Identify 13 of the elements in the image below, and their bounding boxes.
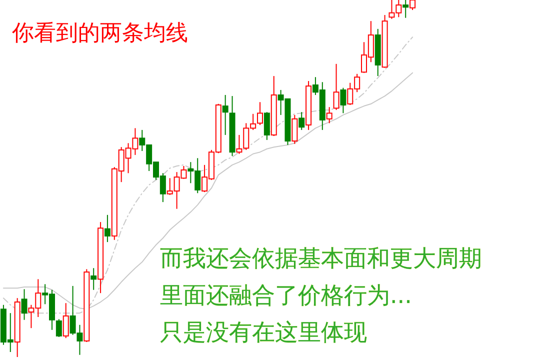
annotation: 只是没有在这里体现	[160, 320, 367, 346]
candlestick	[222, 94, 228, 136]
candlestick	[104, 214, 110, 243]
candlestick	[90, 268, 97, 290]
candlestick	[306, 80, 312, 130]
annotation: 而我还会依据基本面和更大周期	[160, 246, 482, 272]
annotation: 里面还融合了价格行为...	[160, 283, 412, 309]
candlestick	[374, 28, 381, 77]
text: 你看到的两条均线	[11, 21, 188, 46]
candlestick	[298, 112, 305, 130]
candlestick	[402, 0, 409, 18]
candlestick	[21, 288, 28, 320]
candlestick	[98, 222, 104, 294]
